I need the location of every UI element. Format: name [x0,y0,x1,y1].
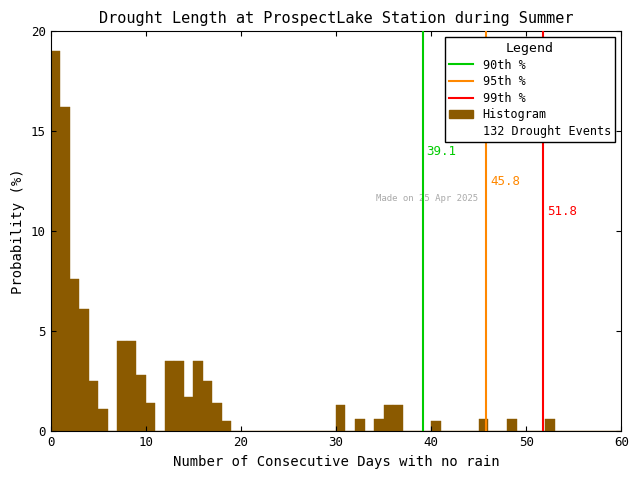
Bar [212,404,222,432]
Bar [98,409,108,432]
Bar [374,420,383,432]
Bar [127,341,136,432]
Title: Drought Length at ProspectLake Station during Summer: Drought Length at ProspectLake Station d… [99,11,573,26]
Text: 39.1: 39.1 [426,145,456,158]
Bar [193,361,203,432]
Bar [136,375,146,432]
Bar [355,420,365,432]
Bar [383,406,393,432]
Bar [222,421,231,432]
Bar [545,420,555,432]
Bar [184,397,193,432]
Bar [70,279,79,432]
Bar [336,406,346,432]
Text: 51.8: 51.8 [547,205,577,218]
Bar [146,404,155,432]
Bar [51,51,60,432]
Bar [393,406,403,432]
Bar [203,382,212,432]
Bar [174,361,184,432]
Bar [60,108,70,432]
Bar [164,361,174,432]
Bar [431,421,440,432]
Text: 45.8: 45.8 [490,176,520,189]
X-axis label: Number of Consecutive Days with no rain: Number of Consecutive Days with no rain [173,455,499,469]
Y-axis label: Probability (%): Probability (%) [11,168,25,294]
Bar [479,420,488,432]
Bar [79,310,88,432]
Bar [117,341,127,432]
Legend: 90th %, 95th %, 99th %, Histogram, 132 Drought Events: 90th %, 95th %, 99th %, Histogram, 132 D… [445,37,616,143]
Text: Made on 25 Apr 2025: Made on 25 Apr 2025 [376,194,478,204]
Bar [508,420,516,432]
Bar [88,382,98,432]
